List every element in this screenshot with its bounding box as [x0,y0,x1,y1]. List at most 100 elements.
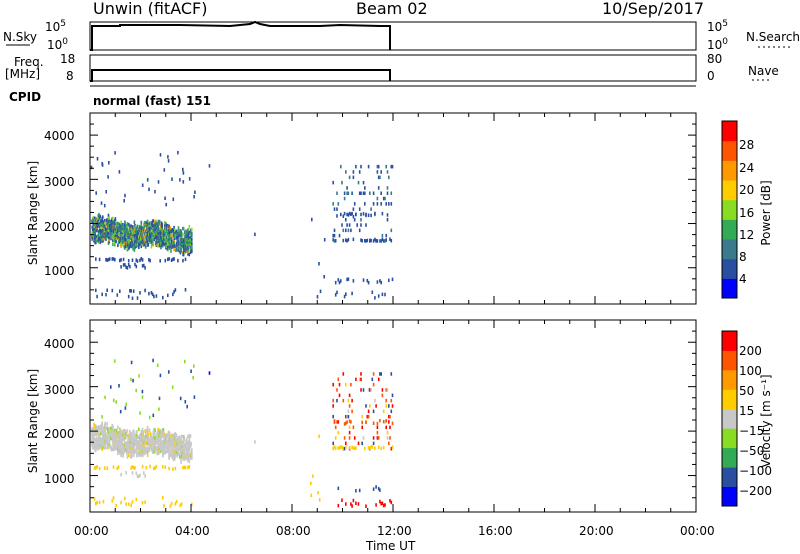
heatmap-cell [100,426,103,430]
heatmap-cell [146,178,149,182]
heatmap-cell [385,425,387,430]
heatmap-cell [103,435,106,439]
heatmap-cell [388,420,390,424]
heatmap-cell [179,503,182,508]
heatmap-cell [120,258,122,262]
heatmap-cell [121,233,124,237]
heatmap-cell [168,448,170,452]
heatmap-cell [334,425,337,430]
velocity-ytick-3000: 3000 [44,383,75,397]
heatmap-cell [126,246,129,250]
power-ylabel: Slant Range [km] [26,160,40,266]
heatmap-cell [99,238,102,243]
heatmap-cell [185,247,188,251]
heatmap-cell [162,465,164,469]
heatmap-cell [170,239,173,244]
power-ytick-3000: 3000 [44,175,75,189]
heatmap-cell [374,237,376,242]
heatmap-cell [342,372,345,376]
heatmap-cell [160,241,163,245]
heatmap-cell [208,371,211,375]
heatmap-cell [343,196,346,201]
power-colorbar-swatch [722,140,737,161]
heatmap-cell [122,226,124,231]
heatmap-cell [189,250,192,254]
heatmap-cell [186,404,188,409]
heatmap-cell [143,226,146,231]
heatmap-cell [102,445,104,449]
heatmap-cell [162,244,164,248]
heatmap-cell [136,452,138,456]
heatmap-cell [188,177,191,181]
heatmap-cell [93,239,95,243]
heatmap-cell [360,218,362,222]
heatmap-cell [104,225,107,229]
heatmap-cell [366,414,369,419]
heatmap-cell [148,428,151,432]
nsky-tick-bottom: 100 [47,37,69,52]
heatmap-cell [96,431,98,436]
heatmap-cell [177,228,180,232]
heatmap-cell [94,230,96,235]
heatmap-cell [184,465,187,470]
heatmap-cell [167,159,170,163]
heatmap-cell [390,191,393,195]
heatmap-cell [147,243,149,247]
heatmap-cell [183,447,185,452]
heatmap-cell [337,377,340,382]
heatmap-cell [143,263,145,268]
heatmap-cell [98,236,100,241]
heatmap-cell [120,449,122,454]
heatmap-cell [159,226,161,231]
xtick-2000: 20:00 [579,524,614,538]
heatmap-cell [350,502,352,506]
heatmap-cell [352,175,355,180]
heatmap-cell [98,257,101,262]
heatmap-cell [362,212,365,216]
heatmap-cell [176,452,179,456]
heatmap-cell [119,232,122,237]
heatmap-cell [155,233,157,238]
heatmap-cell [136,474,139,478]
heatmap-cell [135,497,138,502]
heatmap-cell [361,420,363,425]
heatmap-cell [155,241,157,246]
heatmap-cell [386,170,389,174]
heatmap-cell [110,219,113,223]
freq-tick-bottom: 8 [66,69,74,83]
heatmap-cell [152,358,154,363]
vel-cbar-tick-50: 50 [739,384,755,398]
power-ytick-4000: 4000 [44,129,75,143]
xtick-0400: 04:00 [175,524,210,538]
heatmap-cell [382,503,385,508]
heatmap-cell [343,436,346,440]
heatmap-cell [376,239,379,243]
heatmap-cell [171,433,173,437]
heatmap-cell [94,236,96,241]
heatmap-cell [137,231,139,236]
heatmap-cell [177,234,180,238]
heatmap-cell [169,453,172,458]
heatmap-cell [151,226,153,230]
heatmap-cell [136,259,139,263]
heatmap-cell [153,466,155,471]
heatmap-cell [364,239,366,243]
heatmap-cell [150,229,153,233]
heatmap-cell [105,434,107,439]
nave-tick-top: 80 [707,52,723,66]
heatmap-cell [310,481,312,485]
heatmap-cell [153,231,156,235]
heatmap-cell [187,228,189,232]
heatmap-cell [120,244,122,248]
heatmap-cell [182,250,185,255]
heatmap-cell [362,388,365,392]
heatmap-cell [114,436,116,441]
heatmap-cell [117,433,120,437]
heatmap-cell [148,223,151,228]
heatmap-cell [208,164,211,168]
heatmap-cell [108,216,110,220]
heatmap-cell [136,448,138,452]
heatmap-cell [97,216,100,220]
heatmap-cell [136,450,138,454]
heatmap-cell [188,459,191,464]
